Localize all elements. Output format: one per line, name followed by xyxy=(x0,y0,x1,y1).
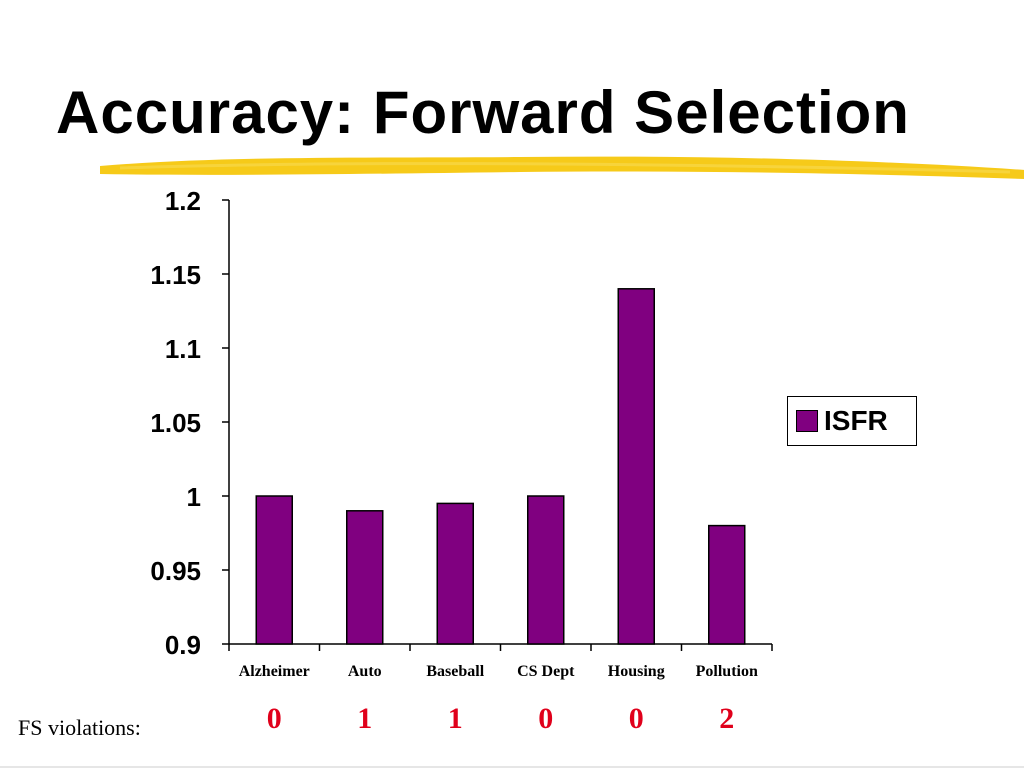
bar-cs-dept xyxy=(527,495,565,645)
y-tick-label: 1.15 xyxy=(150,260,201,290)
y-tick-label: 0.9 xyxy=(165,630,201,660)
slide-bottom-border xyxy=(0,766,1024,768)
bar-auto xyxy=(346,510,384,645)
fs-violations-label: FS violations: xyxy=(18,715,141,740)
y-tick-label: 1.05 xyxy=(150,408,201,438)
legend-swatch-isfr xyxy=(796,410,818,432)
x-tick-label: Pollution xyxy=(696,663,758,680)
x-tick-label: Alzheimer xyxy=(239,663,310,680)
x-tick-labels: Alzheimer Auto Baseball CS Dept Housing Pollu… xyxy=(239,663,758,680)
legend-label-isfr: ISFR xyxy=(824,405,888,436)
x-tick-label: Baseball xyxy=(426,663,484,680)
chart-axes xyxy=(222,199,773,651)
y-tick-labels: 0.9 0.95 1 1.05 1.1 1.15 1.2 xyxy=(150,186,201,660)
chart-legend: ISFR xyxy=(787,396,917,446)
x-tick-label: Housing xyxy=(608,663,665,680)
fs-violation-value: 1 xyxy=(447,702,463,735)
fs-violation-value: 0 xyxy=(266,702,282,735)
bar-baseball xyxy=(436,502,474,645)
chart-bars xyxy=(255,288,746,645)
bar-alzheimer xyxy=(255,495,293,645)
bar-housing xyxy=(617,288,655,645)
fs-violation-value: 0 xyxy=(628,702,644,735)
y-tick-label: 0.95 xyxy=(150,556,201,586)
y-tick-label: 1.2 xyxy=(165,186,201,216)
fs-violation-value: 2 xyxy=(719,702,735,735)
bar-pollution xyxy=(708,524,746,645)
fs-violation-value: 1 xyxy=(357,702,373,735)
page-title: Accuracy: Forward Selection xyxy=(56,79,910,146)
y-tick-label: 1 xyxy=(187,482,201,512)
x-tick-label: CS Dept xyxy=(517,663,575,680)
fs-violation-value: 0 xyxy=(538,702,554,735)
y-tick-label: 1.1 xyxy=(165,334,201,364)
x-tick-label: Auto xyxy=(348,663,382,680)
title-underline xyxy=(100,156,1024,179)
